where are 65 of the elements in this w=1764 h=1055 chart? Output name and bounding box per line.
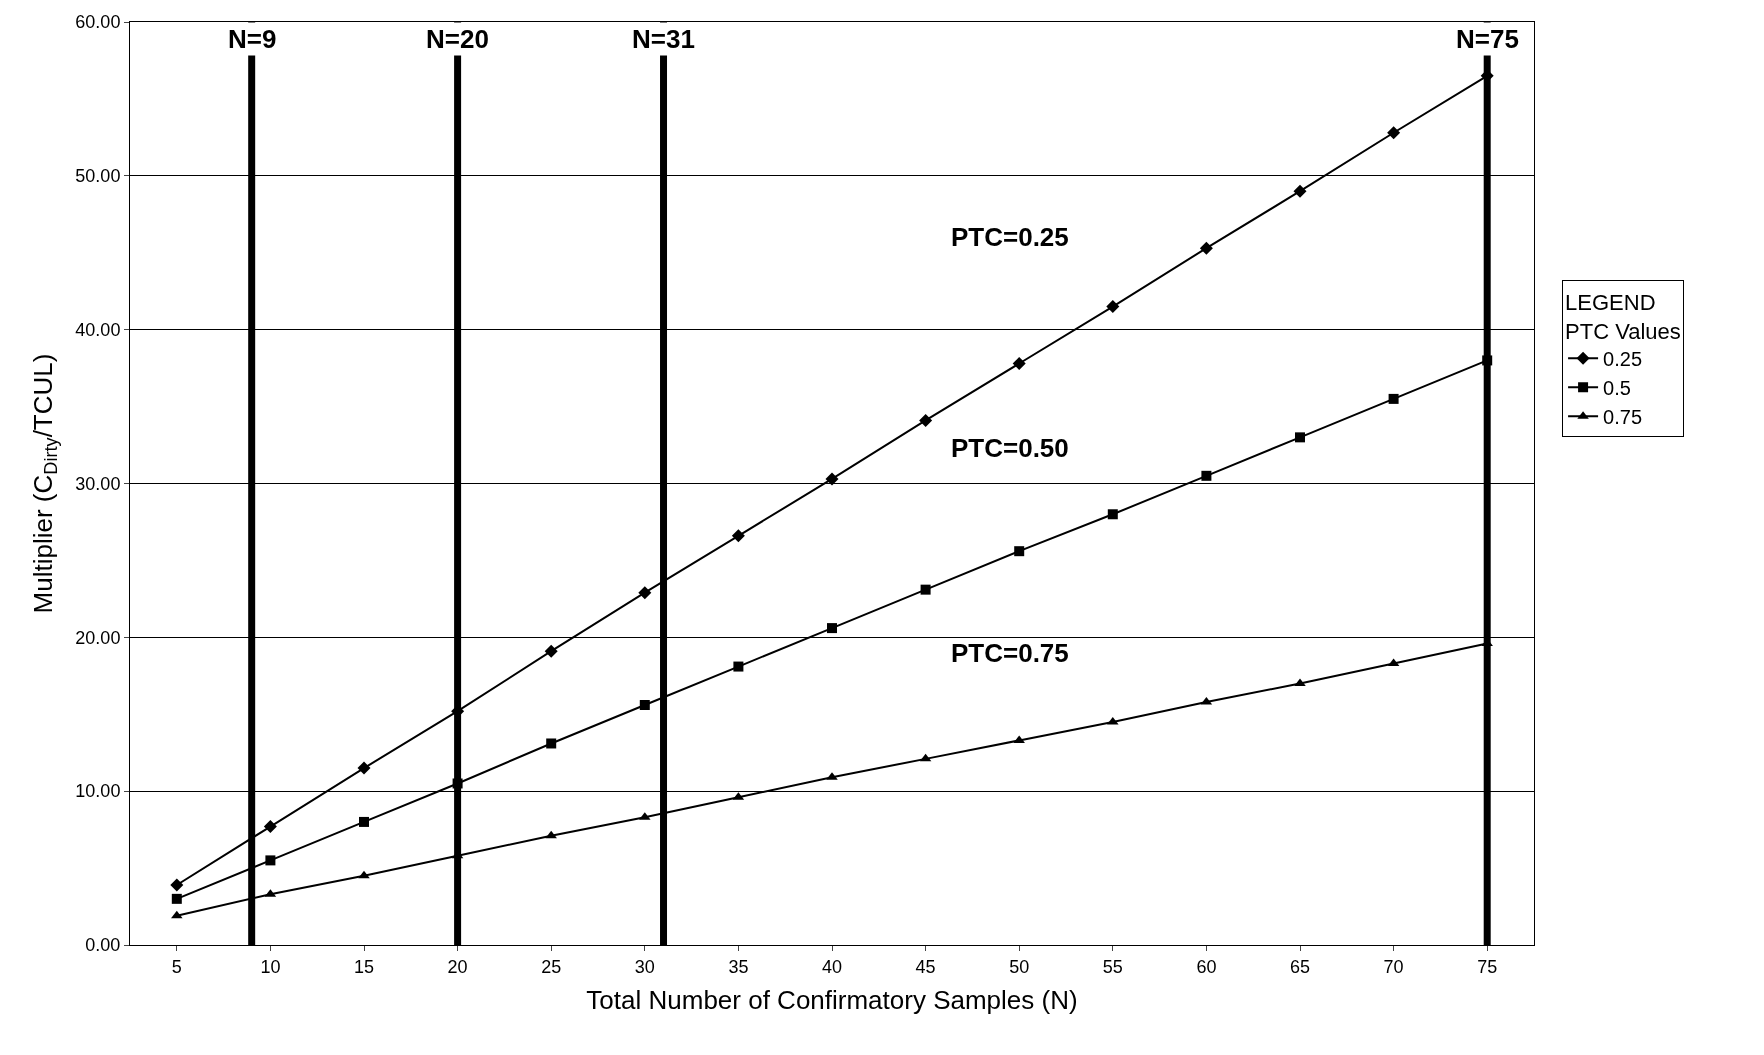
x-tick-label: 35 <box>728 956 749 977</box>
x-tick-label: 75 <box>1477 956 1498 977</box>
point <box>544 644 558 658</box>
point <box>170 878 184 892</box>
point <box>1106 300 1120 314</box>
legend-label: 0.25 <box>1603 347 1643 370</box>
point <box>1293 184 1307 198</box>
y-tick-label: 50.00 <box>75 166 121 187</box>
point <box>1014 546 1025 557</box>
x-tick-label: 30 <box>634 956 655 977</box>
ref-line-label: N=20 <box>426 24 489 54</box>
y-tick-label: 60.00 <box>75 12 121 33</box>
point <box>733 661 744 672</box>
ref-line-label: N=75 <box>1456 24 1519 54</box>
point <box>638 586 652 600</box>
x-tick-label: 65 <box>1289 956 1311 977</box>
y-tick-label: 40.00 <box>75 319 121 340</box>
point <box>359 816 369 827</box>
x-tick-label: 45 <box>915 956 936 977</box>
point <box>1388 393 1399 404</box>
y-tick-label: 0.00 <box>85 935 121 956</box>
x-tick-label: 15 <box>353 956 375 977</box>
annotation: PTC=0.25 <box>951 222 1069 252</box>
point <box>827 623 837 634</box>
x-tick-label: 55 <box>1102 956 1123 977</box>
point <box>1201 470 1212 481</box>
x-tick-label: 10 <box>260 956 281 977</box>
x-tick-label: 70 <box>1383 956 1404 977</box>
point <box>639 700 650 711</box>
point <box>263 820 277 834</box>
point <box>358 870 370 879</box>
point <box>452 778 463 789</box>
x-tick-label: 50 <box>1009 956 1030 977</box>
point <box>1107 509 1118 520</box>
annotation: PTC=0.50 <box>951 433 1069 463</box>
y-tick-label: 20.00 <box>75 627 121 648</box>
x-tick-label: 60 <box>1196 956 1217 977</box>
ref-line-label: N=31 <box>632 24 695 54</box>
point <box>825 472 839 486</box>
y-tick-label: 30.00 <box>75 473 121 494</box>
y-tick-label: 10.00 <box>75 781 121 802</box>
point <box>171 910 183 919</box>
x-tick-label: 40 <box>821 956 843 977</box>
point <box>171 893 182 904</box>
legend-label: 0.75 <box>1603 405 1643 428</box>
legend-label: 0.5 <box>1603 376 1631 399</box>
annotation: PTC=0.75 <box>951 638 1069 668</box>
point <box>1012 357 1026 371</box>
x-tick-label: 25 <box>541 956 562 977</box>
point <box>919 413 933 427</box>
point <box>1387 126 1401 140</box>
point <box>265 855 276 866</box>
point <box>1295 432 1305 443</box>
x-axis-title: Total Number of Confirmatory Samples (N) <box>586 985 1078 1016</box>
point <box>920 584 931 595</box>
point <box>545 830 557 839</box>
point <box>357 761 371 775</box>
point <box>731 529 745 543</box>
x-tick-label: 5 <box>171 956 182 977</box>
x-tick-label: 20 <box>447 956 468 977</box>
legend-title: LEGEND PTC Values <box>1565 290 1681 344</box>
point <box>1482 355 1493 366</box>
point <box>1199 241 1213 255</box>
point <box>546 738 557 749</box>
ref-line-label: N=9 <box>228 24 277 54</box>
